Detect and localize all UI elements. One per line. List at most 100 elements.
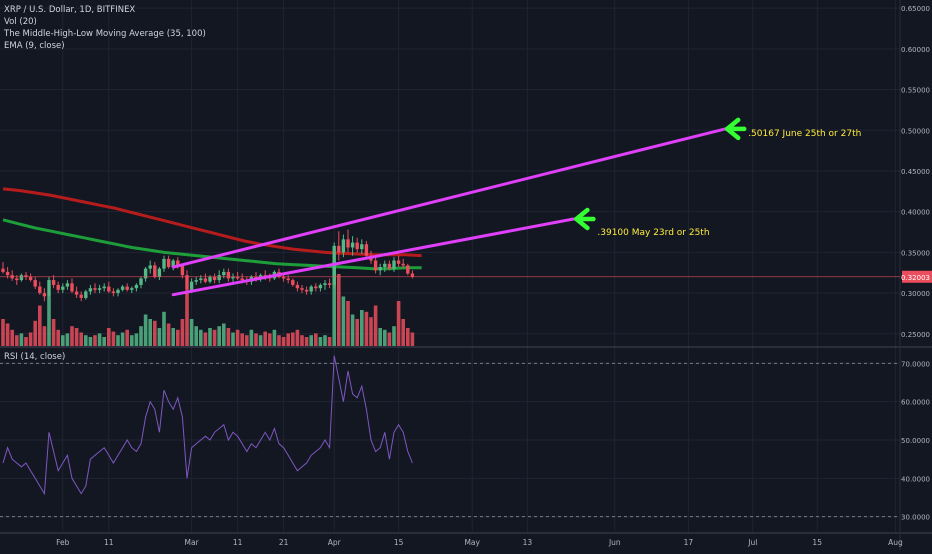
candle	[323, 280, 327, 290]
trendline-lower	[171, 217, 575, 297]
candle	[304, 286, 309, 295]
volume-bar	[42, 326, 47, 346]
candle	[360, 239, 364, 255]
candle-body	[102, 286, 106, 289]
candle-body	[217, 275, 221, 281]
candle-body	[401, 263, 405, 266]
candle	[38, 281, 42, 295]
arrow-lower-target-icon	[574, 207, 596, 231]
candle	[19, 273, 24, 282]
x-tick-label: Jul	[747, 538, 757, 547]
candle	[295, 281, 300, 292]
candle-body	[406, 265, 410, 274]
volume-bar	[304, 337, 309, 346]
candle-body	[212, 276, 217, 281]
candle-body	[360, 244, 364, 250]
candle-body	[180, 265, 185, 276]
volume-bar	[406, 328, 410, 346]
rsi-line	[2, 355, 413, 496]
candle	[309, 284, 313, 295]
volume-bar	[189, 319, 194, 346]
volume-bar	[65, 333, 70, 346]
candle	[33, 276, 37, 290]
candle-body	[373, 260, 378, 271]
volume-bar	[208, 328, 212, 346]
legend-mhl: The Middle-High-Low Moving Average (35, …	[4, 29, 206, 39]
volume-bar	[74, 328, 79, 346]
volume-bar	[51, 319, 56, 346]
volume-bar	[84, 335, 88, 346]
candle	[120, 284, 125, 292]
volume-bar	[392, 326, 396, 346]
volume-bar	[323, 335, 327, 346]
volume-bar	[410, 332, 415, 346]
candle	[51, 275, 56, 289]
candle	[56, 281, 60, 294]
candle	[327, 278, 332, 289]
y-tick-label: 0.35000	[901, 249, 930, 257]
volume-bar	[217, 326, 221, 346]
candle-body	[327, 283, 332, 285]
x-tick-label: Mar	[185, 538, 200, 547]
volume-bar	[401, 319, 405, 346]
candle-body	[38, 286, 42, 294]
volume-bar	[19, 333, 24, 346]
candle-body	[387, 263, 392, 269]
volume-bar	[70, 326, 74, 346]
candle-body	[231, 276, 235, 279]
volume-bar	[15, 335, 19, 346]
candle	[74, 286, 79, 298]
candle	[314, 283, 318, 292]
candle	[130, 286, 134, 294]
rsi-tick-label: 50.0000	[901, 437, 930, 445]
volume-bar	[327, 337, 332, 346]
y-axis: 0.65000 0.60000 0.55000 0.50000 0.45000 0.400…	[901, 5, 930, 522]
volume-bar	[231, 332, 235, 346]
volume-bar	[226, 328, 231, 346]
x-tick-label: 13	[523, 538, 533, 547]
candle	[373, 255, 378, 274]
candle-body	[185, 275, 189, 290]
candle	[350, 236, 355, 256]
x-tick-label: Jun	[608, 538, 621, 547]
volume-bar	[1, 319, 5, 346]
x-tick-label: 11	[233, 538, 243, 547]
volume-bar	[107, 328, 111, 346]
volume-bar	[378, 328, 382, 346]
candle	[70, 278, 74, 294]
volume-bar	[194, 326, 198, 346]
volume-bar	[355, 319, 359, 346]
volume-bar	[387, 332, 392, 346]
candle	[157, 267, 162, 281]
volume-bar	[235, 329, 240, 346]
legend-symbol: XRP / U.S. Dollar, 1D, BITFINEX	[4, 5, 136, 15]
candle-body	[410, 273, 415, 277]
volume-bar	[134, 333, 139, 346]
candle	[111, 288, 116, 297]
volume-bar	[166, 323, 171, 346]
candle	[364, 240, 369, 259]
volume-bar	[346, 301, 350, 346]
candle-body	[47, 280, 51, 297]
candle-body	[134, 284, 139, 289]
arrow-upper-target-icon	[724, 117, 747, 141]
volume-bar	[254, 333, 258, 346]
candle	[396, 255, 401, 268]
candle	[166, 255, 171, 269]
candle-body	[286, 278, 290, 281]
candle-body	[24, 275, 28, 277]
volume-bar	[314, 333, 318, 346]
candle-body	[70, 283, 74, 292]
candle-body	[130, 288, 134, 290]
y-tick-label: 0.45000	[901, 168, 930, 176]
volume-bar	[364, 311, 369, 346]
candle-body	[304, 289, 309, 292]
candle	[226, 268, 231, 282]
y-tick-label: 0.65000	[901, 5, 930, 13]
volume-bar	[185, 290, 189, 346]
candle-body	[148, 265, 152, 269]
candle-body	[392, 260, 396, 269]
volume-bar	[212, 329, 217, 346]
